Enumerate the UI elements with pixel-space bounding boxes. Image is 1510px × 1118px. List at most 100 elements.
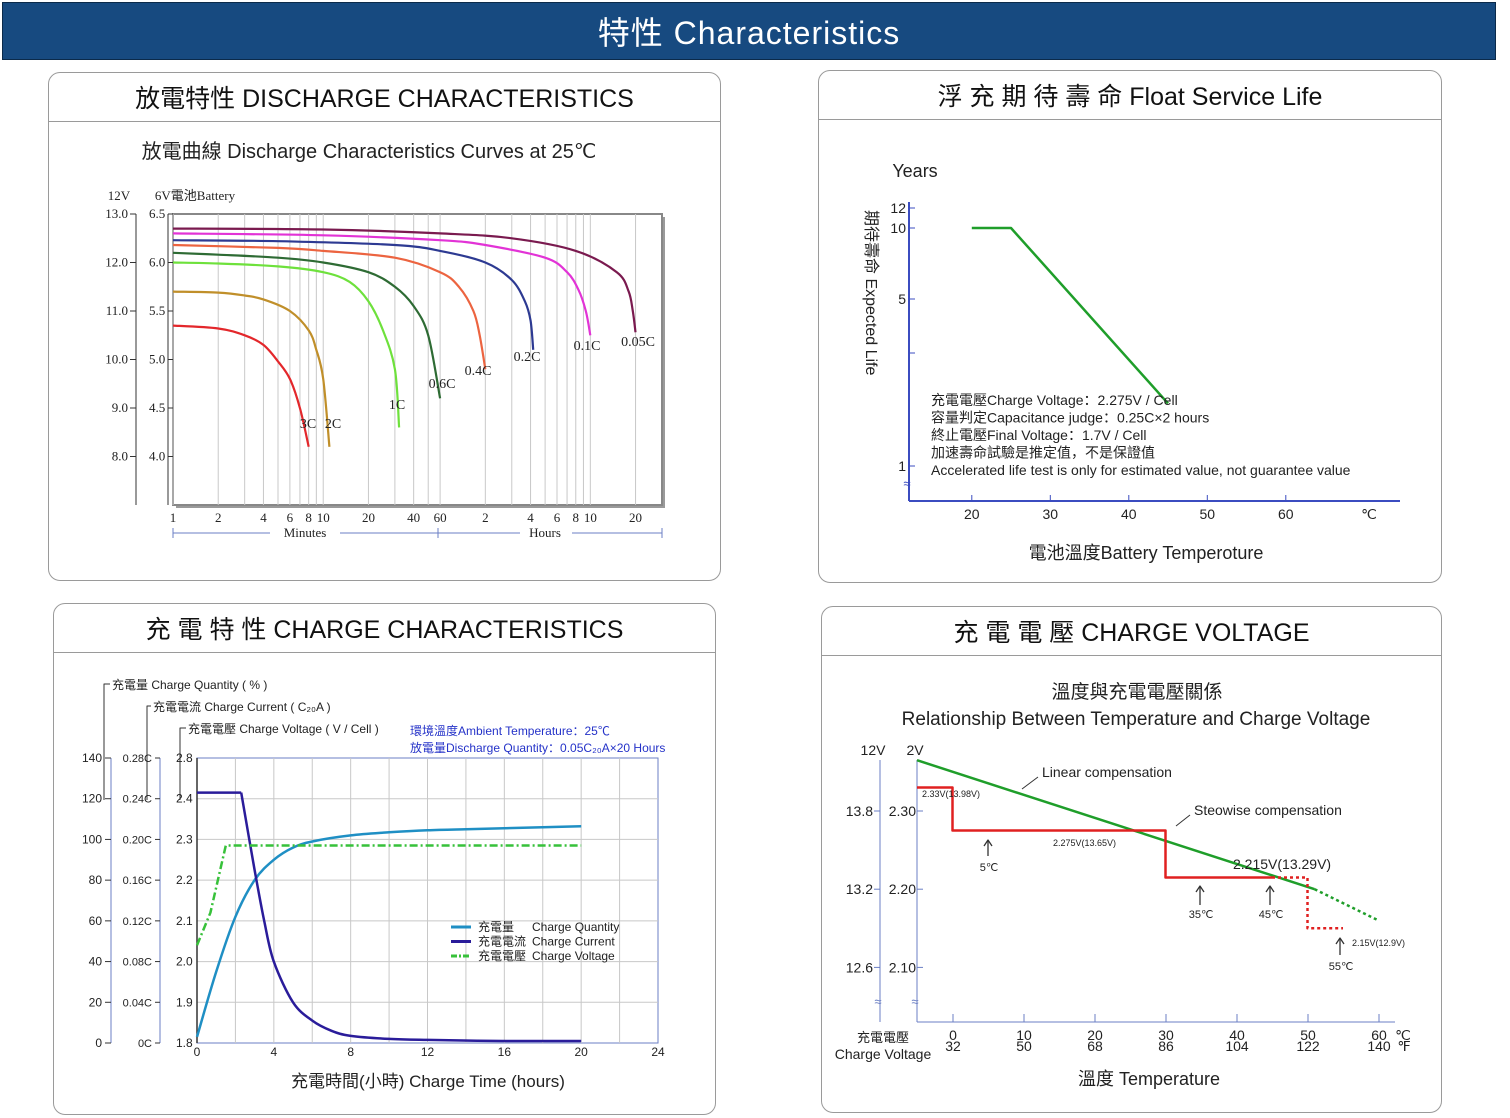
discharge-curve-0.1C [172, 232, 592, 336]
cv-temp-5-label: 5℃ [980, 862, 998, 874]
cv-xtick-c: 50 [1300, 1027, 1316, 1043]
discharge-xtick-minutes: 10 [317, 510, 330, 525]
charge-condition-discharge: 放電量Discharge Quantity：0.05C₂₀A×20 Hours [410, 740, 665, 755]
cv-step-label: Steowise compensation [1194, 802, 1342, 818]
cv-linear-line-extension [1314, 888, 1380, 922]
float-note: Accelerated life test is only for estima… [931, 462, 1351, 478]
discharge-ytick-12v: 8.0 [112, 449, 128, 464]
discharge-xtick-hours: 2 [482, 510, 489, 525]
cv-ytick-12v: 13.2 [846, 881, 873, 897]
charge-legend-cn: 充電量 [478, 919, 514, 934]
cv-linear-label: Linear compensation [1042, 764, 1172, 780]
cv-x-unit-c: ℃ [1395, 1027, 1411, 1043]
charge-voltage-panel-title: 充 電 電 壓 CHARGE VOLTAGE [822, 607, 1441, 656]
discharge-curve-1C [172, 261, 401, 428]
charge-voltage-panel: 充 電 電 壓 CHARGE VOLTAGE [821, 606, 1442, 1113]
charge-axis2-label: 充電電流 Charge Current ( C₂₀A ) [153, 699, 331, 714]
charge-axis3-label: 充電電壓 Charge Voltage ( V / Cell ) [188, 721, 379, 736]
cv-annot-2275: 2.275V(13.65V) [1053, 838, 1116, 848]
charge-ytick-voltage: 2.2 [176, 873, 193, 887]
cv-annot-233: 2.33V(13.98V) [922, 789, 980, 799]
charge-xtick: 0 [194, 1045, 201, 1059]
discharge-curve-0.05C [172, 227, 637, 333]
discharge-curve-label: 3C [300, 417, 316, 432]
charge-current-curve [239, 792, 582, 1043]
discharge-xlabel-minutes: Minutes [284, 525, 327, 540]
cv-xtick-c: 60 [1371, 1027, 1387, 1043]
discharge-xlabel-hours: Hours [529, 525, 561, 540]
charge-ytick-current: 0.24C [123, 794, 152, 806]
discharge-curve-label: 0.05C [621, 335, 655, 350]
float-note: 終止電壓Final Voltage：1.7V / Cell [931, 427, 1147, 443]
charge-legend-cn: 充電電流 [478, 934, 526, 949]
float-ylabel-expected-life: 期待壽命 Expected Life [862, 210, 880, 376]
charge-ytick-quantity: 140 [82, 751, 102, 765]
charge-ytick-current: 0.12C [123, 916, 152, 928]
discharge-xtick-minutes: 2 [215, 510, 222, 525]
float-xtick-label: 40 [1121, 506, 1137, 522]
charge-xtick: 20 [574, 1045, 588, 1059]
discharge-ytick-12v: 12.0 [105, 255, 128, 270]
discharge-curve-label: 2C [325, 417, 341, 432]
charge-legend-en: Charge Voltage [532, 949, 615, 963]
discharge-curve-0.2C [172, 239, 535, 350]
charge-condition-temp: 環境溫度Ambient Temperature：25℃ [410, 723, 610, 738]
discharge-ylabel-12v: 12V [108, 188, 131, 203]
banner-title: 特性 Characteristics [597, 15, 901, 51]
cv-annot-215: 2.15V(12.9V) [1352, 938, 1405, 948]
cv-temp-35-arrowhead [1195, 885, 1205, 893]
charge-xtick: 4 [270, 1045, 277, 1059]
cv-axis-break-12v: ≈ [874, 994, 881, 1009]
float-life-line [971, 226, 1169, 405]
float-life-panel-title: 浮 充 期 待 壽 命 Float Service Life [819, 71, 1441, 120]
cv-ytick-12v: 13.8 [846, 803, 873, 819]
cv-ytick-12v: 12.6 [846, 959, 873, 975]
charge-axis3-label-bracket [179, 727, 186, 800]
discharge-ytick-6v: 4.5 [149, 400, 165, 415]
float-x-unit: ℃ [1361, 506, 1377, 522]
discharge-xtick-minutes: 1 [170, 510, 177, 525]
cv-linear-pointer [1021, 776, 1039, 790]
cv-xtick-c: 0 [949, 1027, 957, 1043]
charge-legend-cn: 充電電壓 [478, 948, 526, 963]
charge-ytick-current: 0.16C [123, 875, 152, 887]
discharge-ylabel-6v: 6V電池Battery [155, 188, 236, 203]
charge-ytick-quantity: 120 [82, 792, 102, 806]
discharge-curve-label: 1C [389, 398, 405, 413]
discharge-xtick-minutes: 6 [287, 510, 294, 525]
discharge-ytick-12v: 11.0 [106, 303, 128, 318]
float-ytick-label: 5 [898, 291, 906, 307]
discharge-ytick-12v: 9.0 [112, 400, 128, 415]
cv-xtick-f: 122 [1296, 1038, 1320, 1054]
discharge-panel-title: 放電特性 DISCHARGE CHARACTERISTICS [49, 73, 720, 122]
float-note: 充電電壓Charge Voltage：2.275V / Cell [931, 392, 1178, 408]
charge-ytick-quantity: 0 [95, 1036, 102, 1050]
charge-ytick-current: 0.28C [123, 753, 152, 765]
charge-legend-en: Charge Current [532, 935, 615, 949]
discharge-curve-2C [172, 290, 331, 447]
discharge-curve-3C [172, 324, 310, 448]
cv-xtick-f: 68 [1087, 1038, 1103, 1054]
charge-ytick-current: 0.04C [123, 997, 152, 1009]
float-xtick-label: 30 [1043, 506, 1059, 522]
discharge-curve-label: 0.4C [465, 364, 492, 379]
discharge-ytick-12v: 10.0 [105, 352, 128, 367]
cv-temp-5-arrowhead [983, 839, 993, 847]
cv-axis-12v-label: 12V [861, 742, 887, 758]
charge-ytick-voltage: 2.1 [176, 914, 193, 928]
discharge-curve-label: 0.6C [429, 377, 456, 392]
cv-axis-break-2v: ≈ [911, 994, 918, 1009]
cv-temp-45-arrowhead [1265, 885, 1275, 893]
discharge-chart-title: 放電曲線 Discharge Characteristics Curves at… [142, 140, 597, 163]
charge-xlabel: 充電時間(小時) Charge Time (hours) [291, 1072, 565, 1091]
discharge-curve-0.6C [172, 251, 442, 399]
discharge-ytick-6v: 5.0 [149, 352, 165, 367]
discharge-ytick-6v: 6.5 [149, 206, 165, 221]
discharge-xtick-minutes: 8 [305, 510, 312, 525]
float-life-panel: 浮 充 期 待 壽 命 Float Service Life [818, 70, 1442, 583]
charge-ytick-quantity: 100 [82, 832, 102, 846]
cv-xtick-c: 20 [1087, 1027, 1103, 1043]
discharge-xtick-minutes: 4 [260, 510, 267, 525]
